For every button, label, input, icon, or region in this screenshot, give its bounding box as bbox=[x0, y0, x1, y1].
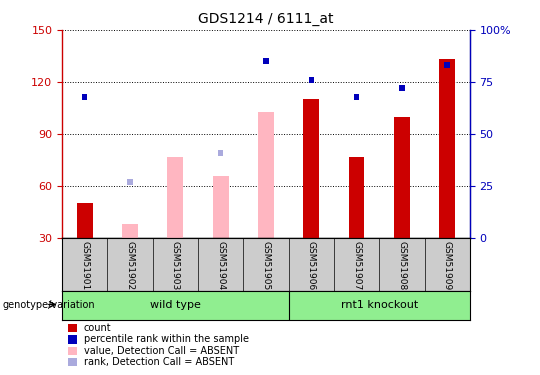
Bar bbox=[303, 99, 319, 238]
FancyBboxPatch shape bbox=[68, 346, 77, 355]
Text: genotype/variation: genotype/variation bbox=[3, 300, 96, 309]
Bar bbox=[82, 94, 87, 100]
Text: GSM51909: GSM51909 bbox=[443, 241, 451, 290]
Title: GDS1214 / 6111_at: GDS1214 / 6111_at bbox=[198, 12, 334, 26]
Text: GSM51903: GSM51903 bbox=[171, 241, 180, 290]
Text: value, Detection Call = ABSENT: value, Detection Call = ABSENT bbox=[84, 346, 239, 355]
FancyBboxPatch shape bbox=[68, 335, 77, 344]
Text: GSM51906: GSM51906 bbox=[307, 241, 316, 290]
FancyBboxPatch shape bbox=[68, 324, 77, 332]
Bar bbox=[308, 77, 314, 83]
FancyBboxPatch shape bbox=[68, 358, 77, 366]
Bar bbox=[444, 62, 450, 68]
Text: percentile rank within the sample: percentile rank within the sample bbox=[84, 334, 249, 344]
Bar bbox=[439, 60, 455, 238]
Text: rank, Detection Call = ABSENT: rank, Detection Call = ABSENT bbox=[84, 357, 234, 367]
Bar bbox=[354, 94, 359, 100]
Text: GSM51904: GSM51904 bbox=[216, 241, 225, 290]
Text: GSM51908: GSM51908 bbox=[397, 241, 406, 290]
Text: GSM51905: GSM51905 bbox=[261, 241, 271, 290]
Bar bbox=[349, 157, 365, 238]
Bar bbox=[77, 203, 93, 238]
Bar bbox=[167, 160, 183, 238]
Bar bbox=[127, 179, 133, 185]
Bar bbox=[122, 224, 138, 238]
Text: rnt1 knockout: rnt1 knockout bbox=[341, 300, 418, 310]
Bar bbox=[394, 117, 410, 238]
Text: wild type: wild type bbox=[150, 300, 201, 310]
Text: GSM51907: GSM51907 bbox=[352, 241, 361, 290]
Bar bbox=[167, 157, 183, 238]
Text: count: count bbox=[84, 323, 111, 333]
Bar bbox=[263, 58, 269, 64]
Text: GSM51901: GSM51901 bbox=[80, 241, 89, 290]
Bar bbox=[258, 111, 274, 238]
Bar bbox=[218, 150, 224, 156]
Bar bbox=[213, 176, 228, 238]
Text: GSM51902: GSM51902 bbox=[126, 241, 134, 290]
Bar bbox=[399, 85, 404, 91]
